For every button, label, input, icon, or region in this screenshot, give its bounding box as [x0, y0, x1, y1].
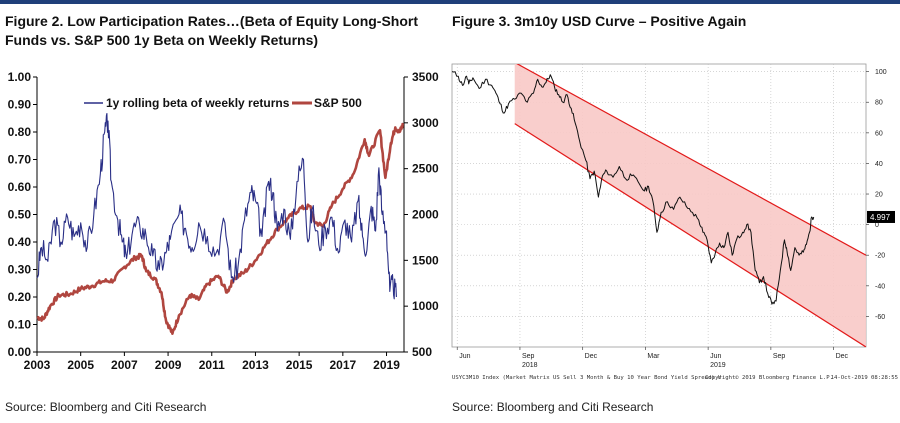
figure2-title: Figure 2. Low Participation Rates…(Beta … — [5, 13, 419, 48]
fig3-y-tick-label: -40 — [875, 283, 885, 290]
fig3-y-tick-label: 40 — [875, 161, 883, 168]
fig2-left-tick-label: 0.60 — [8, 180, 32, 194]
fig3-y-tick-label: 100 — [875, 69, 887, 76]
fig3-footer-right: 14-Oct-2019 08:28:55 — [831, 375, 898, 381]
fig2-left-tick-label: 0.10 — [8, 318, 32, 332]
fig2-left-tick-label: 0.00 — [8, 345, 32, 359]
fig3-channel-shade — [514, 64, 866, 347]
fig2-x-tick-label: 2003 — [24, 358, 51, 372]
fig2-right-tick-label: 2000 — [412, 208, 439, 222]
fig2-right-tick-label: 500 — [412, 345, 432, 359]
fig2-left-tick-label: 0.80 — [8, 125, 32, 139]
fig3-channel-upper-line — [516, 64, 866, 256]
fig2-left-tick-label: 0.50 — [8, 208, 32, 222]
fig2-left-tick-label: 0.70 — [8, 153, 32, 167]
fig2-legend-beta-label: 1y rolling beta of weekly returns — [106, 96, 290, 110]
fig3-x-tick-label: Dec — [836, 353, 849, 360]
figure3-title: Figure 3. 3m10y USD Curve – Positive Aga… — [452, 13, 747, 29]
fig2-x-tick-label: 2015 — [286, 358, 313, 372]
fig3-series-line — [451, 71, 815, 305]
fig3-y-tick-label: 20 — [875, 192, 883, 199]
fig3-channel-group — [514, 64, 866, 347]
fig2-x-tick-label: 2017 — [329, 358, 356, 372]
fig2-series-sp500-line — [36, 122, 405, 335]
fig3-y-tick-label: 60 — [875, 130, 883, 137]
fig3-x-tick-label: Dec — [585, 353, 598, 360]
fig2-left-tick-label: 0.30 — [8, 263, 32, 277]
fig2-left-tick-label: 0.20 — [8, 290, 32, 304]
fig2-right-tick-label: 3500 — [412, 70, 439, 84]
fig2-right-tick-label: 3000 — [412, 116, 439, 130]
fig3-x-tick-label: Jun — [459, 353, 470, 360]
top-rule — [0, 0, 900, 4]
fig3-x-tick-label: Sep — [522, 353, 535, 360]
fig3-last-value-label: 4.997 — [870, 213, 891, 222]
fig2-x-tick-label: 2013 — [242, 358, 269, 372]
figure3-source: Source: Bloomberg and Citi Research — [452, 400, 654, 414]
fig3-x-tick-label: Jun — [710, 353, 721, 360]
figure2-source: Source: Bloomberg and Citi Research — [5, 400, 207, 414]
fig2-left-tick-label: 0.40 — [8, 235, 32, 249]
fig3-x-year-label: 2019 — [710, 362, 726, 369]
fig2-x-tick-label: 2011 — [199, 358, 225, 372]
fig3-x-tick-label: Mar — [647, 353, 660, 360]
fig3-footer-mid: Copyright© 2019 Bloomberg Finance L.P. — [705, 375, 833, 381]
fig3-y-tick-label: 0 — [875, 222, 879, 229]
fig3-x-year-label: 2018 — [522, 362, 538, 369]
fig2-right-tick-label: 1000 — [412, 299, 439, 313]
fig2-series-beta-line — [36, 112, 397, 300]
fig2-left-tick-label: 1.00 — [8, 70, 32, 84]
fig3-x-tick-label: Sep — [773, 353, 786, 360]
fig2-x-tick-label: 2009 — [155, 358, 182, 372]
fig3-y-tick-label: -20 — [875, 253, 885, 260]
fig2-right-tick-label: 1500 — [412, 253, 439, 267]
fig2-legend-sp500-label: S&P 500 — [314, 96, 362, 110]
fig2-right-tick-label: 2500 — [412, 162, 439, 176]
fig3-footer-left: USYC3M10 Index (Market Matrix US Sell 3 … — [452, 375, 721, 381]
fig3-y-tick-label: -60 — [875, 314, 885, 321]
fig2-left-tick-label: 0.90 — [8, 98, 32, 112]
fig3-y-tick-label: 80 — [875, 100, 883, 107]
fig2-x-tick-label: 2019 — [373, 358, 400, 372]
fig3-channel-lower-line — [514, 123, 866, 347]
fig3-last-value-box — [867, 210, 895, 223]
fig2-x-tick-label: 2007 — [111, 358, 138, 372]
fig2-x-tick-label: 2005 — [67, 358, 94, 372]
